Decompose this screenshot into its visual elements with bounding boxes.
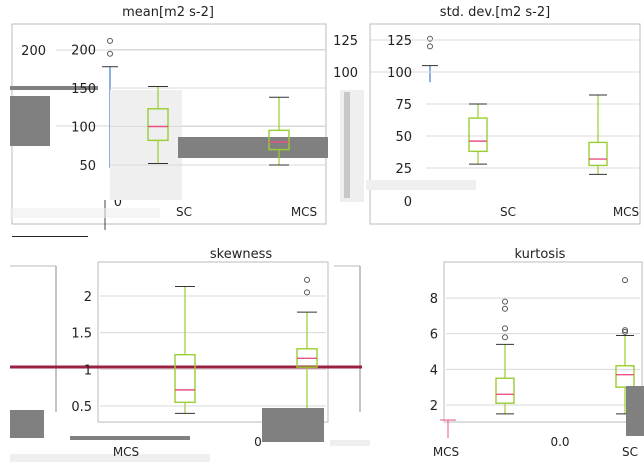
std-y-tick-label: 25 — [395, 162, 412, 177]
std-mcs-box — [588, 141, 608, 167]
std-back-marks — [422, 35, 438, 83]
skew-sc-box — [174, 353, 196, 404]
mean-back-zero-tick: 0 — [114, 195, 122, 210]
mean-shade-bar — [10, 86, 98, 90]
kurt-front-grid — [446, 297, 640, 406]
kurt-sc-flier — [502, 325, 508, 332]
skew-y-tick-label: 2 — [84, 290, 92, 305]
skew-y-tick-label: 1 — [84, 363, 92, 378]
std-front-ticks: 25 50 75 100 125 — [387, 34, 412, 177]
mean-light-panel — [110, 90, 182, 200]
panel-std: std. dev.[m2 s-2] 0 100 125 25 50 75 100 125 S… — [330, 0, 644, 230]
mean-front-ticks: 50 100 150 200 — [71, 44, 96, 175]
kurt-axes-frame — [443, 261, 643, 423]
skew-mcs-flier — [304, 289, 310, 296]
mean-back-ticks: 0 200 — [21, 44, 122, 210]
std-y-tick-label: 75 — [395, 98, 412, 113]
skew-front-grid — [100, 295, 326, 407]
skew-axes-frame — [97, 261, 329, 423]
std-front-marks — [468, 94, 608, 175]
skew-shade-left — [10, 410, 44, 438]
std-back-y-tick-label: 125 — [333, 34, 358, 49]
skew-zero-label: 0 — [254, 435, 262, 449]
mean-back-y-tick-label: 200 — [21, 44, 46, 59]
panel-mean-svg: mean[m2 s-2] 0 200 50 100 150 200 SC MCS — [10, 5, 328, 230]
mean-mcs-box — [268, 129, 290, 151]
kurt-y-tick-label: 6 — [430, 328, 438, 343]
std-back-flier — [427, 43, 433, 50]
mean-bottom-shade — [10, 208, 160, 218]
mean-front-grid — [110, 49, 326, 166]
std-y-tick-label: 100 — [387, 66, 412, 81]
mean-y-tick-label: 200 — [71, 44, 96, 59]
skew-shade-right — [262, 408, 324, 442]
panel-mean: mean[m2 s-2] 0 200 50 100 150 200 SC MCS — [0, 0, 330, 230]
kurt-sc-flier — [502, 334, 508, 341]
std-title: std. dev.[m2 s-2] — [440, 5, 550, 20]
panel-skew-svg: skewness 0.5 1 1.5 2 MCS 0 — [10, 247, 330, 462]
mean-front-marks — [147, 85, 290, 166]
kurt-sc-flier — [502, 305, 508, 312]
skew-x-label-mcs: MCS — [113, 445, 139, 459]
std-y-tick-label: 50 — [395, 130, 412, 145]
std-x-label-mcs: MCS — [613, 205, 639, 219]
mean-x-label-mcs: MCS — [291, 205, 317, 219]
mean-y-tick-label: 50 — [79, 159, 96, 174]
skew-y-tick-label: 1.5 — [71, 327, 92, 342]
mean-shade-block — [10, 96, 50, 146]
std-y-tick-label: 125 — [387, 34, 412, 49]
panel-kurt-svg: kurtosis 2 4 6 8 MCS SC 0.0 — [330, 247, 644, 459]
kurt-mcs-flier — [622, 277, 628, 284]
kurt-zero-label: 0.0 — [550, 435, 569, 449]
kurt-y-tick-label: 8 — [430, 292, 438, 307]
std-gray-strip — [344, 92, 350, 198]
skew-y-tick-label: 0.5 — [71, 400, 92, 415]
mean-back-flier — [107, 50, 113, 57]
std-axes-frame — [369, 23, 641, 225]
kurt-sc-flier — [502, 298, 508, 305]
kurt-x-label-mcs: MCS — [433, 445, 459, 459]
left-divider — [12, 236, 88, 237]
std-light-strip — [340, 90, 364, 202]
panel-skew: skewness 0.5 1 1.5 2 MCS 0 — [0, 240, 330, 465]
kurt-y-tick-label: 4 — [430, 363, 438, 378]
skew-shade-bottom — [10, 454, 210, 462]
std-light-band — [366, 180, 476, 190]
std-front-grid — [426, 39, 640, 169]
skew-front-marks — [174, 276, 318, 414]
std-x-label-sc: SC — [500, 205, 516, 219]
kurt-shade-left — [330, 440, 370, 446]
std-sc-box — [468, 117, 488, 153]
kurt-title: kurtosis — [515, 247, 566, 262]
kurt-front-ticks: 2 4 6 8 — [430, 292, 438, 414]
kurt-sc-box — [495, 377, 515, 404]
kurt-mcs-flier — [622, 327, 628, 334]
mean-title: mean[m2 s-2] — [122, 5, 214, 20]
skew-mcs-flier — [304, 276, 310, 283]
mean-y-tick-label: 100 — [71, 121, 96, 136]
kurt-shade-right — [626, 386, 644, 436]
skew-shade-bar — [70, 436, 190, 440]
std-back-flier — [427, 35, 433, 42]
std-back-zero-tick: 0 — [404, 195, 412, 210]
std-back-ticks: 0 100 125 — [333, 34, 412, 210]
std-back-y-tick-label: 100 — [333, 66, 358, 81]
mean-y-tick-label: 150 — [71, 82, 96, 97]
kurt-y-tick-label: 2 — [430, 399, 438, 414]
skew-title: skewness — [210, 247, 272, 262]
skew-front-ticks: 0.5 1 1.5 2 — [71, 290, 92, 415]
mean-sc-box — [147, 108, 169, 142]
kurt-x-label-sc: SC — [622, 445, 638, 459]
mean-dark-band — [178, 137, 328, 158]
panel-kurt: kurtosis 2 4 6 8 MCS SC 0.0 — [330, 240, 644, 465]
mean-back-flier — [107, 37, 113, 44]
kurt-mcs-flier — [622, 328, 628, 335]
panel-std-svg: std. dev.[m2 s-2] 0 100 125 25 50 75 100 125 S… — [333, 5, 641, 225]
mean-x-label-sc: SC — [176, 205, 192, 219]
kurt-mcs-box — [615, 365, 635, 388]
